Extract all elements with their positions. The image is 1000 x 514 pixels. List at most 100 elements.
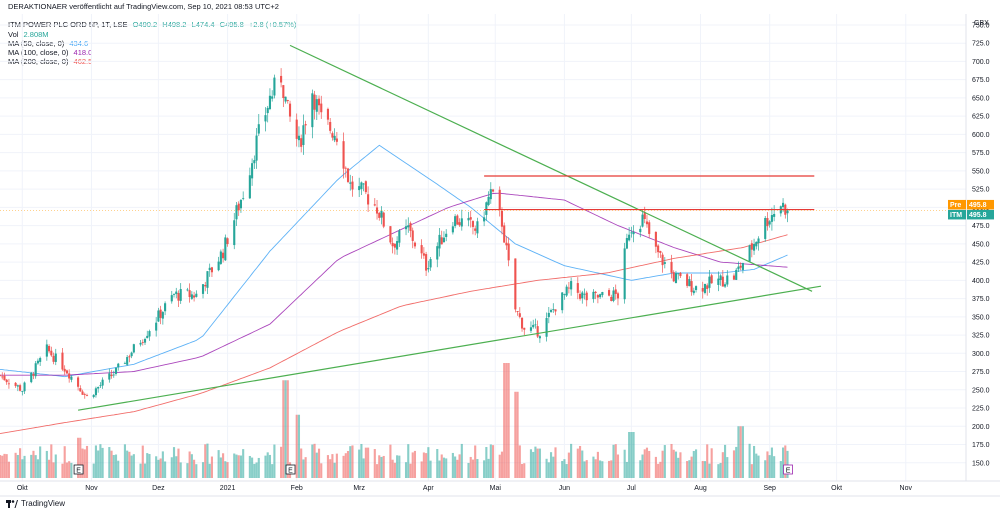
- currency-label: GBX: [974, 20, 989, 27]
- volume-bar: [607, 460, 611, 478]
- volume-bar: [251, 457, 254, 478]
- volume-bar: [706, 444, 709, 478]
- candle-body: [607, 290, 611, 296]
- volume-bar: [164, 461, 167, 478]
- candle-body: [538, 336, 541, 339]
- candle-body: [563, 294, 566, 295]
- candle-body: [123, 363, 126, 365]
- volume-bar: [440, 454, 443, 478]
- volume-bar: [19, 448, 22, 478]
- volume-bar: [491, 445, 495, 478]
- candle-body: [266, 107, 269, 114]
- candle-body: [315, 99, 318, 112]
- volume-bar: [63, 446, 66, 478]
- candle-body: [476, 221, 479, 234]
- tradingview-label: TradingView: [21, 499, 66, 508]
- ma100-label: MA (100, close, 0): [8, 48, 69, 57]
- price-tags: Pre 495.8 ITM 495.8: [948, 199, 994, 220]
- ma100-legend[interactable]: MA (100, close, 0) 418.0: [8, 48, 92, 58]
- volume-bar: [204, 444, 207, 478]
- candle-body: [320, 103, 323, 113]
- candle-body: [157, 310, 160, 322]
- candle-body: [768, 221, 771, 225]
- price-tick-label: 275.0: [972, 369, 990, 376]
- candle-body: [175, 291, 178, 295]
- volume-bar: [112, 455, 115, 478]
- candle-body: [380, 210, 383, 218]
- volume-bar: [630, 432, 633, 478]
- candle-body: [547, 312, 550, 318]
- volume-bar: [739, 426, 742, 478]
- tradingview-logo[interactable]: TradingView: [6, 499, 65, 508]
- volume-bar: [735, 446, 738, 478]
- candle-body: [159, 309, 162, 318]
- volume-bar: [36, 459, 39, 478]
- volume-bar: [14, 452, 17, 478]
- candle-body: [491, 189, 495, 192]
- volume-bar: [157, 459, 160, 478]
- candle-body: [661, 254, 664, 266]
- volume-bar: [32, 450, 35, 478]
- volume-bar: [534, 446, 537, 478]
- candle-body: [242, 197, 245, 199]
- candle-body: [694, 286, 698, 291]
- volume-bar: [364, 447, 367, 478]
- volume-bar: [686, 461, 689, 478]
- candle-body: [79, 388, 82, 392]
- volume-bar: [779, 461, 782, 478]
- volume-bar: [360, 443, 363, 478]
- volume-bar: [313, 443, 316, 478]
- candle-body: [592, 291, 595, 300]
- candle-body: [143, 338, 147, 343]
- candle-body: [257, 124, 260, 134]
- time-tick-label: Nov: [85, 485, 98, 492]
- volume-bar: [460, 443, 463, 478]
- candle-body: [141, 342, 144, 343]
- candle-body: [30, 372, 33, 383]
- volume-bar: [358, 449, 361, 478]
- ma100-value: 418.0: [73, 48, 93, 57]
- candle-body: [188, 290, 191, 297]
- volume-bar: [335, 453, 338, 478]
- candle-body: [362, 183, 365, 185]
- candle-body: [179, 289, 182, 301]
- volume-bar: [248, 455, 251, 478]
- candle-body: [460, 218, 463, 227]
- candle-body: [97, 387, 100, 389]
- price-tick-label: 150.0: [972, 460, 990, 467]
- candle-body: [721, 276, 724, 287]
- candle-body: [48, 346, 51, 352]
- candle-body: [396, 241, 399, 250]
- candle-body: [639, 228, 642, 233]
- candle-body: [429, 259, 432, 268]
- volume-bar: [594, 459, 597, 478]
- candle-body: [146, 335, 149, 339]
- volume-bar: [476, 459, 479, 478]
- tradingview-icon: [6, 499, 18, 508]
- volume-bar: [529, 449, 533, 478]
- volume-bar: [23, 455, 26, 478]
- candle-body: [632, 231, 635, 235]
- volume-bar: [177, 448, 180, 478]
- candle-body: [186, 289, 189, 291]
- volume-bar: [628, 432, 631, 478]
- candle-body: [741, 262, 744, 270]
- volume-bar: [52, 462, 55, 478]
- candle-body: [643, 212, 646, 219]
- volume-bar: [670, 443, 673, 478]
- time-axis[interactable]: Okt Nov Dez 2021 Feb Mrz Apr Mai Jun Jul Aug Sep Okt…: [0, 480, 1000, 497]
- volume-legend[interactable]: Vol 2.808M: [8, 30, 49, 40]
- candle-body: [766, 218, 769, 227]
- volume-bar: [320, 463, 323, 478]
- volume-bar: [561, 460, 564, 478]
- price-tick-label: 575.0: [972, 150, 990, 157]
- candle-body: [516, 311, 519, 313]
- volume-bar: [54, 454, 57, 478]
- volume-bar: [766, 451, 769, 478]
- volume-bar: [239, 455, 243, 478]
- candle-body: [304, 124, 307, 126]
- volume-bar: [30, 454, 33, 478]
- candle-body: [458, 222, 461, 226]
